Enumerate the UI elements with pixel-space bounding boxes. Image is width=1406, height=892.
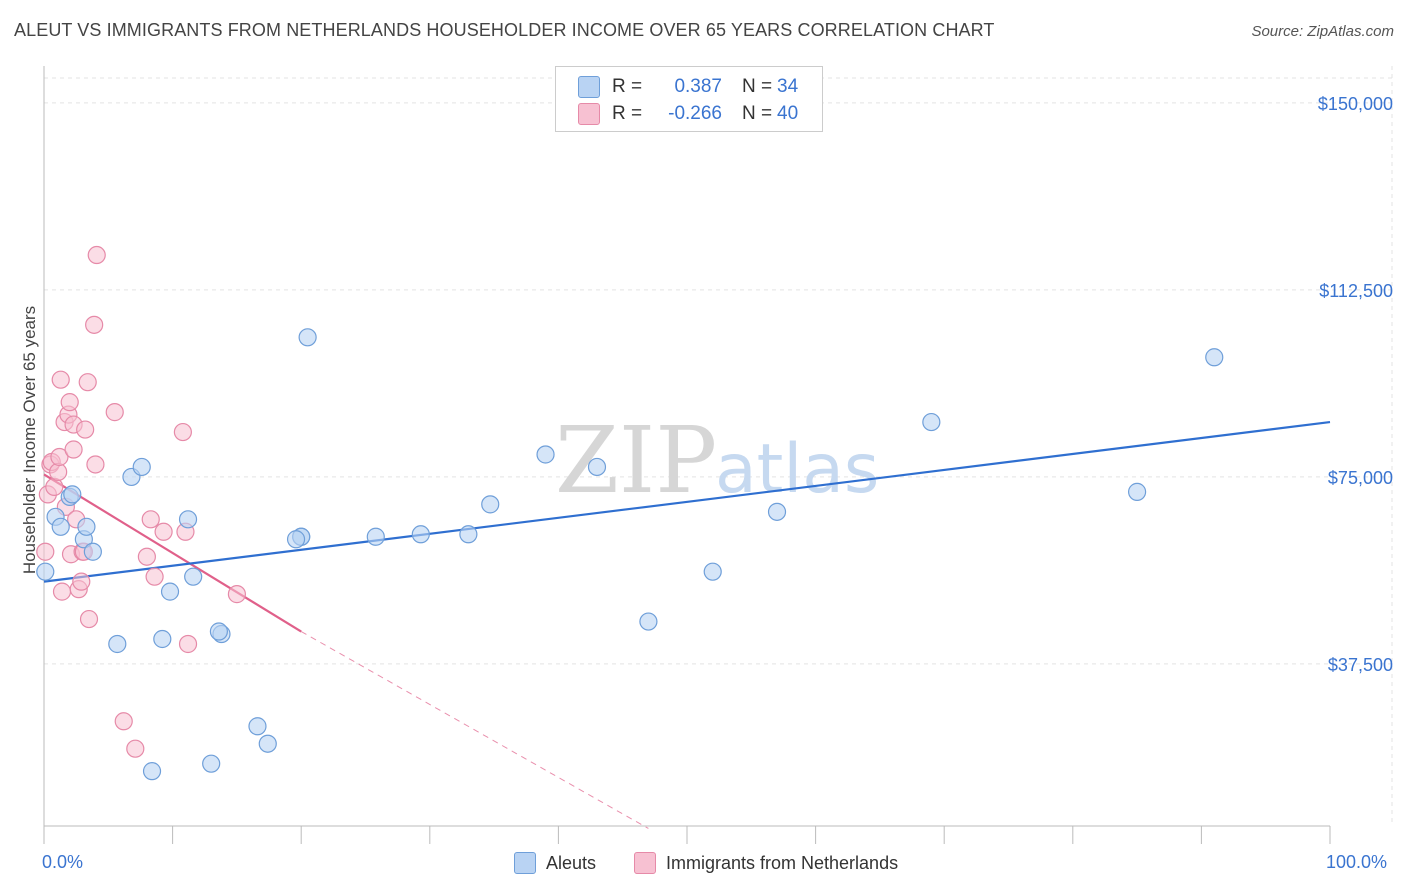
r-label: R =: [612, 103, 643, 124]
netherlands-point: [114, 712, 133, 731]
legend-row-netherlands: R = -0.266 N = 40: [578, 102, 798, 126]
aleuts-point: [160, 582, 180, 601]
aleuts-point: [209, 622, 228, 641]
aleuts-points: [36, 328, 1224, 781]
netherlands-point: [50, 447, 69, 467]
netherlands-point: [145, 567, 164, 586]
aleuts-point: [703, 562, 722, 581]
netherlands-point: [36, 542, 55, 561]
aleuts-point: [184, 567, 203, 586]
netherlands-swatch: [578, 103, 600, 125]
r-label: R =: [612, 76, 643, 97]
aleuts-point: [298, 328, 317, 347]
netherlands-point: [60, 393, 79, 412]
netherlands-point: [45, 477, 64, 497]
netherlands-point: [141, 510, 160, 529]
aleuts-point: [153, 629, 172, 649]
y-tick-labels: $37,500 $75,000 $112,500 $150,000: [1318, 94, 1393, 675]
trend-lines: [43, 420, 1331, 829]
aleuts-point: [639, 612, 658, 631]
aleuts-point: [459, 525, 478, 544]
aleuts-point: [142, 762, 162, 781]
netherlands-point: [227, 585, 246, 604]
netherlands-point: [78, 373, 97, 392]
aleuts-point: [258, 734, 277, 753]
netherlands-point: [178, 634, 198, 654]
netherlands-point: [154, 522, 173, 541]
aleuts-point: [1205, 348, 1224, 367]
netherlands-point: [51, 370, 70, 389]
aleuts-point: [366, 527, 385, 546]
aleuts-swatch: [578, 76, 600, 98]
correlation-legend: R = 0.387 N = 34 R = -0.266 N = 40: [555, 66, 823, 132]
aleuts-point: [587, 457, 607, 477]
aleuts-point: [767, 502, 787, 521]
netherlands-point: [105, 403, 124, 422]
r-value: -0.266: [668, 103, 722, 124]
chart-title: ALEUT VS IMMIGRANTS FROM NETHERLANDS HOU…: [14, 20, 995, 40]
legend-row-aleuts: R = 0.387 N = 34: [578, 75, 798, 99]
netherlands-point: [126, 739, 145, 758]
netherlands-trend-extension: [300, 631, 649, 829]
n-value: 34: [777, 76, 799, 97]
aleuts-point: [286, 530, 306, 549]
netherlands-point: [85, 315, 104, 334]
x-tick-label-max: 100.0%: [1326, 852, 1388, 872]
aleuts-point: [922, 412, 941, 432]
netherlands-point: [137, 547, 156, 566]
watermark-zip: ZIP: [555, 407, 717, 514]
y-tick-label: $75,000: [1328, 468, 1393, 488]
aleuts-point: [77, 517, 96, 536]
y-tick-label: $112,500: [1319, 281, 1393, 301]
grid-lines: [44, 66, 1393, 826]
y-axis-label: Householder Income Over 65 years: [20, 305, 39, 575]
aleuts-point: [178, 510, 198, 529]
y-tick-label: $150,000: [1318, 94, 1393, 114]
legend-item-netherlands[interactable]: Immigrants from Netherlands: [634, 852, 898, 874]
netherlands-point: [86, 455, 105, 474]
netherlands-point: [52, 582, 72, 601]
watermark: ZIP atlas: [555, 407, 879, 514]
watermark-atlas: atlas: [715, 430, 879, 509]
aleuts-point: [481, 495, 500, 514]
aleuts-point: [1127, 482, 1147, 501]
series-legend: Aleuts Immigrants from Netherlands: [0, 852, 1406, 876]
netherlands-point: [64, 440, 83, 459]
aleuts-point: [108, 634, 127, 654]
netherlands-point: [79, 609, 99, 629]
aleuts-swatch: [514, 852, 536, 874]
aleuts-point: [411, 525, 430, 544]
axes: [43, 66, 1331, 844]
aleuts-point: [132, 457, 151, 477]
legend-label-netherlands: Immigrants from Netherlands: [666, 852, 899, 873]
aleuts-point: [202, 754, 221, 773]
netherlands-swatch: [634, 852, 656, 874]
netherlands-point: [72, 572, 91, 591]
aleuts-trend-line: [43, 420, 1331, 583]
x-tick-label-min: 0.0%: [42, 852, 84, 872]
y-tick-label: $37,500: [1328, 655, 1393, 675]
netherlands-trend-line: [43, 473, 302, 633]
netherlands-point: [173, 422, 192, 442]
source-label: Source: ZipAtlas.com: [1251, 23, 1394, 40]
netherlands-point: [87, 245, 106, 265]
n-label: N =: [742, 103, 773, 124]
aleuts-point: [248, 717, 267, 736]
aleuts-point: [83, 542, 102, 561]
n-label: N =: [742, 76, 773, 97]
netherlands-point: [49, 462, 68, 482]
n-value: 40: [777, 103, 799, 124]
r-value: 0.387: [674, 76, 722, 97]
aleuts-point: [36, 562, 55, 581]
legend-label-aleuts: Aleuts: [546, 852, 597, 873]
legend-item-aleuts[interactable]: Aleuts: [514, 852, 596, 874]
aleuts-point: [63, 485, 82, 504]
aleuts-point: [536, 445, 555, 464]
aleuts-point: [51, 517, 70, 536]
netherlands-point: [76, 420, 95, 439]
netherlands-points: [36, 245, 246, 758]
